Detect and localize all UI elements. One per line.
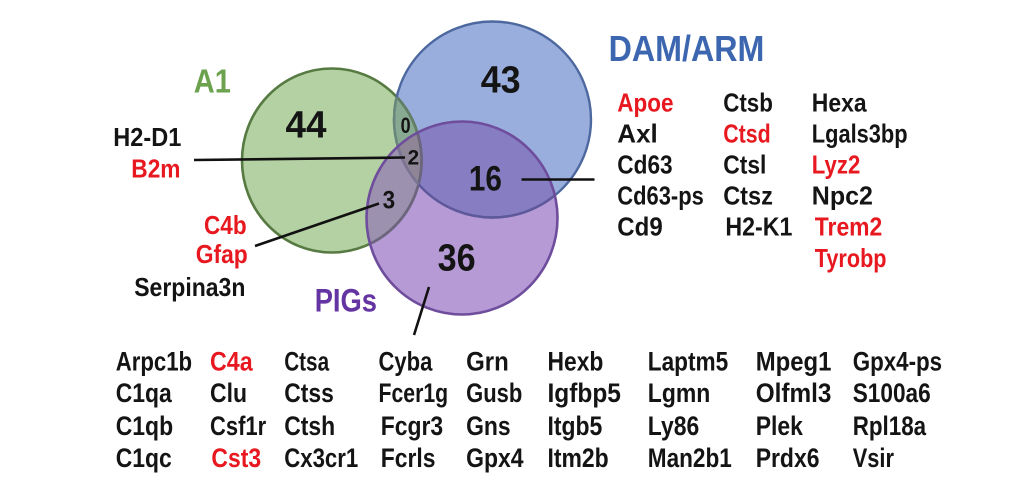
svg-text:C1qa: C1qa [116, 378, 173, 408]
svg-text:S100a6: S100a6 [853, 378, 931, 408]
svg-text:Ctss: Ctss [284, 378, 334, 408]
svg-text:Gpx4: Gpx4 [466, 443, 523, 473]
svg-text:Cd63-ps: Cd63-ps [617, 181, 704, 211]
svg-text:Csf1r: Csf1r [210, 411, 267, 441]
svg-text:Fcrls: Fcrls [381, 443, 436, 473]
svg-text:Man2b1: Man2b1 [648, 443, 732, 473]
svg-text:Laptm5: Laptm5 [648, 347, 728, 377]
svg-text:Plek: Plek [756, 411, 804, 441]
svg-text:2: 2 [408, 146, 420, 170]
svg-text:Clu: Clu [210, 378, 247, 408]
svg-text:Igfbp5: Igfbp5 [548, 378, 621, 408]
svg-text:Cx3cr1: Cx3cr1 [284, 443, 358, 473]
svg-text:0: 0 [401, 113, 411, 138]
svg-text:Ctsb: Ctsb [723, 88, 773, 118]
svg-text:Ctsd: Ctsd [723, 119, 771, 149]
svg-text:Olfml3: Olfml3 [756, 378, 832, 408]
svg-text:Vsir: Vsir [853, 443, 895, 473]
svg-text:Lyz2: Lyz2 [812, 150, 861, 180]
svg-text:Fcgr3: Fcgr3 [381, 411, 444, 441]
svg-text:3: 3 [383, 186, 396, 214]
svg-text:Gpx4-ps: Gpx4-ps [853, 347, 942, 377]
svg-text:Hexb: Hexb [548, 347, 604, 377]
svg-text:Fcer1g: Fcer1g [379, 378, 449, 408]
svg-text:Gfap: Gfap [196, 239, 248, 269]
svg-text:Hexa: Hexa [812, 88, 867, 118]
svg-text:Cst3: Cst3 [211, 443, 261, 473]
svg-text:Cyba: Cyba [379, 347, 434, 377]
svg-text:Lgmn: Lgmn [648, 378, 711, 408]
svg-text:DAM/ARM: DAM/ARM [609, 28, 765, 69]
svg-text:Axl: Axl [617, 119, 658, 149]
svg-text:PIGs: PIGs [315, 283, 377, 319]
svg-text:C1qc: C1qc [116, 443, 172, 473]
svg-text:Serpina3n: Serpina3n [134, 272, 245, 302]
svg-text:Gusb: Gusb [466, 378, 522, 408]
svg-text:43: 43 [481, 60, 521, 102]
svg-text:C4a: C4a [210, 347, 254, 377]
svg-text:Rpl18a: Rpl18a [853, 411, 927, 441]
svg-text:Ctsz: Ctsz [723, 181, 773, 211]
svg-text:Ctsl: Ctsl [723, 150, 766, 180]
svg-text:Cd63: Cd63 [617, 150, 672, 180]
svg-text:Mpeg1: Mpeg1 [756, 347, 832, 377]
svg-text:Prdx6: Prdx6 [756, 443, 820, 473]
svg-text:Itgb5: Itgb5 [548, 411, 603, 441]
svg-text:Trem2: Trem2 [815, 212, 883, 242]
svg-text:Lgals3bp: Lgals3bp [812, 119, 908, 149]
svg-text:Grn: Grn [466, 347, 509, 377]
svg-text:C1qb: C1qb [116, 411, 173, 441]
svg-text:Itm2b: Itm2b [548, 443, 609, 473]
svg-text:A1: A1 [194, 63, 231, 100]
svg-text:Gns: Gns [466, 411, 511, 441]
svg-text:44: 44 [286, 105, 327, 147]
svg-text:B2m: B2m [131, 153, 180, 183]
svg-text:Ctsh: Ctsh [284, 411, 335, 441]
svg-text:Arpc1b: Arpc1b [116, 347, 192, 377]
svg-text:Tyrobp: Tyrobp [815, 243, 887, 273]
svg-text:H2-K1: H2-K1 [725, 212, 792, 242]
svg-text:C4b: C4b [204, 210, 247, 240]
svg-text:Cd9: Cd9 [617, 212, 662, 242]
svg-text:Ctsa: Ctsa [284, 347, 330, 377]
svg-text:16: 16 [469, 160, 502, 199]
svg-text:Apoe: Apoe [617, 88, 673, 118]
svg-text:Ly86: Ly86 [648, 411, 699, 441]
svg-text:H2-D1: H2-D1 [113, 122, 181, 152]
svg-text:Npc2: Npc2 [812, 181, 873, 211]
svg-text:36: 36 [438, 238, 476, 280]
